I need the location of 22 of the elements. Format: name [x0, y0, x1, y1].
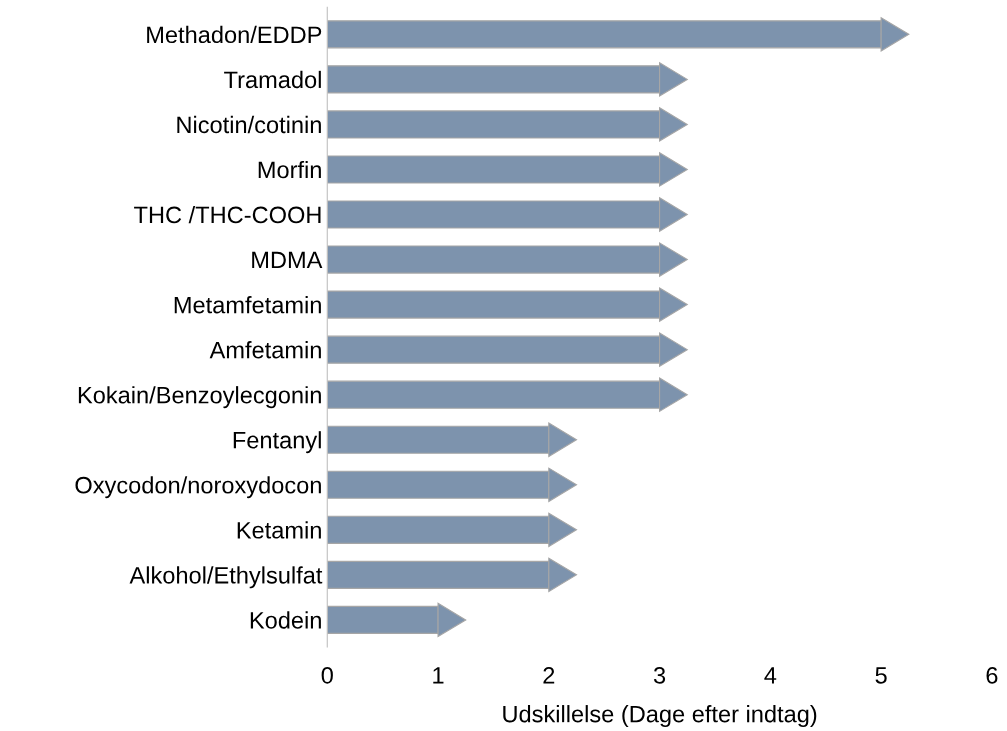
x-axis-title: Udskillelse (Dage efter indtag) [503, 705, 817, 728]
y-tick-label: Ketamin [237, 521, 321, 539]
y-tick-label: Fentanyl [233, 431, 321, 454]
y-tick-label: Methadon/EDDP [147, 25, 322, 44]
y-tick-label: Tramadol [224, 70, 321, 89]
x-tick-label: 5 [875, 667, 887, 684]
y-tick-label: Kodein [250, 611, 321, 629]
x-tick-label: 6 [986, 667, 998, 684]
y-tick-label: Metamfetamin [174, 296, 321, 314]
x-tick-label: 4 [764, 667, 777, 684]
x-tick-label: 0 [321, 667, 333, 684]
y-tick-label: Oxycodon/noroxydocon [75, 476, 321, 499]
y-tick-label: Alkohol/Ethylsulfat [129, 566, 323, 589]
x-tick-label: 1 [433, 667, 444, 684]
y-tick-label: THC /THC-COOH [134, 205, 321, 224]
y-tick-label: Amfetamin [209, 341, 321, 359]
y-tick-label: Kokain/Benzoylecgonin [78, 386, 321, 409]
y-tick-label: MDMA [252, 251, 323, 269]
y-tick-label: Nicotin/cotinin [177, 115, 321, 134]
x-tick-label: 2 [543, 667, 555, 684]
y-tick-label: Morfin [258, 160, 321, 179]
x-tick-label: 3 [653, 667, 666, 684]
